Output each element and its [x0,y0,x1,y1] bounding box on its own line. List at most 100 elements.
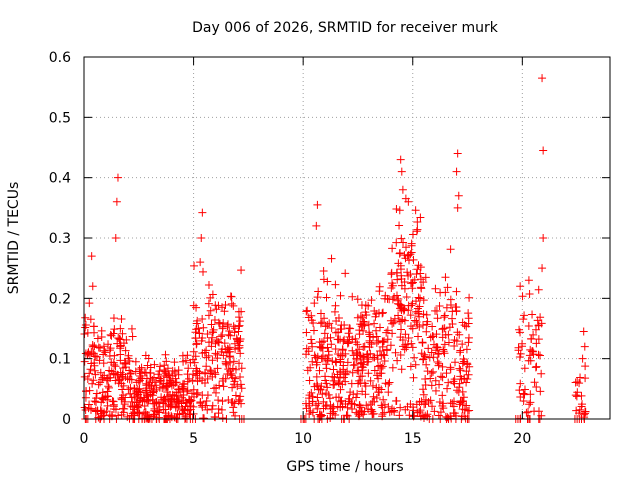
data-point [456,398,465,407]
data-point [581,362,590,371]
data-point [370,319,379,328]
data-point [199,267,208,276]
x-tick-label: 10 [294,431,312,447]
data-point [442,303,451,312]
data-point [223,344,232,353]
data-point [312,360,321,369]
data-point [107,331,116,340]
data-point [319,337,328,346]
data-point [406,250,415,259]
data-point [203,329,212,338]
data-point [464,370,473,379]
data-point [104,382,113,391]
data-point [516,379,525,388]
data-point [196,258,205,267]
data-point [307,311,316,320]
data-point [236,317,245,326]
data-point [332,393,341,402]
data-point [405,411,414,420]
data-point [120,397,129,406]
data-point [581,374,590,383]
data-point [435,301,444,310]
data-point [392,238,401,247]
data-point [210,315,219,324]
data-point [526,356,535,365]
data-point [407,301,416,310]
data-point [320,314,329,323]
data-point [322,293,331,302]
data-point [113,173,122,182]
data-point [421,399,430,408]
data-point [524,276,533,285]
data-point [206,306,215,315]
data-point [414,293,423,302]
data-point [205,338,214,347]
data-point [412,317,421,326]
data-point [423,367,432,376]
data-point [410,316,419,325]
data-point [334,378,343,387]
data-point [427,348,436,357]
data-point [369,333,378,342]
data-point [581,407,590,416]
data-point [398,185,407,194]
data-point [527,335,536,344]
data-point [179,385,188,394]
data-point [179,357,188,366]
data-point [359,326,368,335]
data-point [409,373,418,382]
data-point [198,403,207,412]
data-point [90,397,99,406]
data-point [318,352,327,361]
data-point [234,397,243,406]
data-point [109,370,118,379]
data-point [451,358,460,367]
data-point [395,221,404,230]
data-point [434,349,443,358]
data-point [315,366,324,375]
data-point [458,318,467,327]
data-point [207,320,216,329]
data-point [372,338,381,347]
data-point [81,349,90,358]
data-point [190,392,199,401]
data-point [429,367,438,376]
data-point [110,325,119,334]
data-point [319,266,328,275]
data-point [415,312,424,321]
data-point [390,314,399,323]
data-point [421,273,430,282]
data-point [434,359,443,368]
data-point [233,382,242,391]
data-point [406,311,415,320]
data-point [88,282,97,291]
data-point [368,381,377,390]
data-point [522,408,531,417]
data-point [305,376,314,385]
data-point [89,322,98,331]
data-point [150,381,159,390]
data-point [348,368,357,377]
data-point [108,397,117,406]
data-point [455,364,464,373]
data-point [409,255,418,264]
data-point [155,374,164,383]
data-point [234,307,243,316]
data-point [132,402,141,411]
data-point [378,403,387,412]
data-point [229,322,238,331]
data-point [314,287,323,296]
data-point [327,340,336,349]
data-point [351,334,360,343]
data-point [407,239,416,248]
data-point [156,376,165,385]
data-point [311,353,320,362]
data-point [231,365,240,374]
data-point [90,366,99,375]
data-point [318,318,327,327]
data-point [439,345,448,354]
data-point [323,383,332,392]
data-point [453,386,462,395]
data-point [465,406,474,415]
